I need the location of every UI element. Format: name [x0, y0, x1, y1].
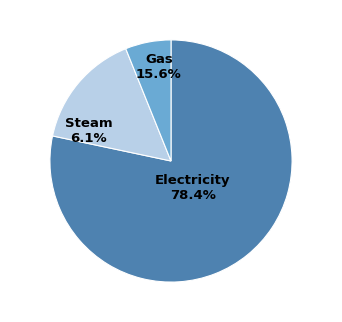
- Text: Gas
15.6%: Gas 15.6%: [136, 52, 182, 80]
- Wedge shape: [126, 40, 171, 161]
- Text: Electricity
78.4%: Electricity 78.4%: [155, 174, 231, 202]
- Wedge shape: [53, 49, 171, 161]
- Wedge shape: [50, 40, 292, 282]
- Text: Steam
6.1%: Steam 6.1%: [65, 117, 113, 145]
